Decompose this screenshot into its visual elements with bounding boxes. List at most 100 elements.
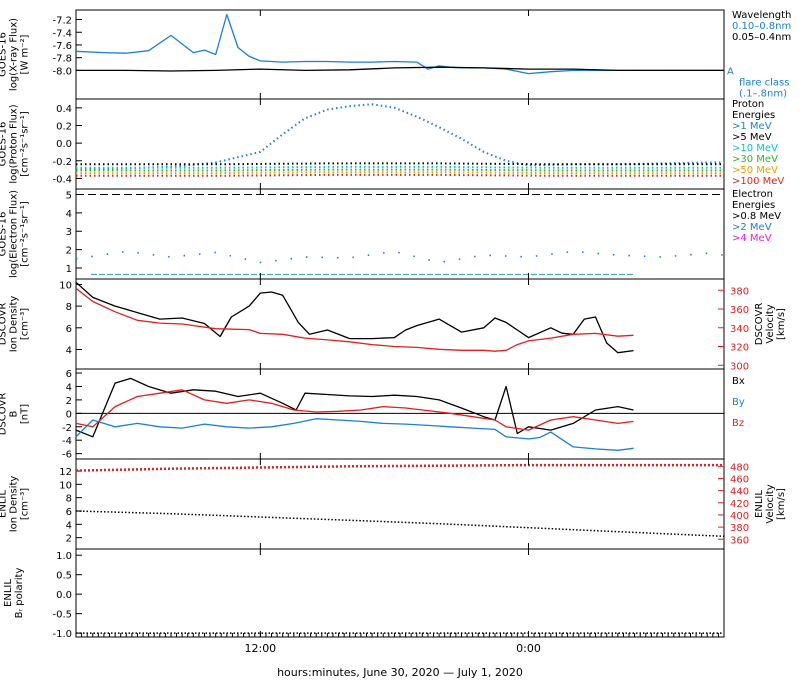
- y-axis-label-line: log(Electron Flux): [9, 190, 20, 278]
- y-tick-label: 2: [66, 534, 72, 545]
- y-right-tick-label: 440: [730, 487, 749, 498]
- y-axis-label: DSCOVRIon Density[cm⁻³]: [0, 296, 31, 353]
- y-right-tick-label: 380: [730, 523, 749, 534]
- flare-class-label: (.1–.8nm): [739, 88, 787, 99]
- y-tick-label: -0.2: [52, 157, 72, 168]
- series-velocity: [75, 287, 634, 352]
- y-axis-label-line: ENLIL: [3, 579, 14, 607]
- series--50-mev: [76, 171, 724, 175]
- y-tick-label: -1.0: [52, 629, 72, 640]
- series-bz: [75, 389, 634, 431]
- legend-entry: 0.10–0.8nm: [732, 21, 791, 32]
- y-right-axis-label-line: Velocity: [765, 304, 776, 343]
- legend-entry: Energies: [732, 110, 775, 121]
- y-tick-label: 10: [59, 480, 72, 491]
- y-tick-label: 8: [66, 494, 72, 505]
- y-tick-label: -2: [62, 423, 72, 434]
- panel-frame: [75, 368, 725, 460]
- series--100-mev: [76, 173, 724, 177]
- legend-entry: >100 MeV: [732, 176, 784, 187]
- panel-proton: 0.4 0.2 0.0 -0.2 -0.4 GOES-16log(Proton Flux)…: [0, 98, 784, 190]
- legend-entry: >10 MeV: [732, 143, 778, 154]
- y-tick-label: 6: [66, 324, 72, 335]
- y-axis-label-line: [cm⁻³]: [20, 488, 31, 520]
- y-right-axis-label-line: Velocity: [765, 484, 776, 523]
- y-axis-label-line: [cm⁻³]: [20, 308, 31, 340]
- y-axis-label-line: DSCOVR: [0, 303, 9, 346]
- y-tick-label: -7.6: [52, 41, 72, 52]
- y-tick-label: 0: [66, 409, 72, 420]
- x-tick-label: 0:00: [516, 642, 541, 655]
- series--2-mev: [75, 250, 725, 264]
- y-tick-label: 2: [66, 396, 72, 407]
- legend-entry: >0.8 MeV: [732, 211, 781, 222]
- y-axis-label: GOES-16log(Proton Flux)[cm⁻²s⁻¹sr⁻¹]: [0, 104, 31, 183]
- y-right-axis-label: ENLILVelocity[km/s]: [754, 484, 787, 523]
- panel-frame: [75, 188, 725, 280]
- series-density: [75, 281, 634, 354]
- y-axis-label-line: GOES-16: [0, 212, 9, 257]
- legend-entry: Proton: [732, 99, 764, 110]
- legend-entry: >5 MeV: [732, 132, 772, 143]
- y-tick-label: 12: [59, 467, 72, 478]
- legend-entry: By: [732, 397, 745, 408]
- series-bx: [75, 377, 634, 438]
- y-tick-label: 4: [66, 345, 72, 356]
- y-tick-label: -7.2: [52, 16, 72, 27]
- y-right-tick-label: 300: [730, 361, 749, 372]
- panel-electron: 5 4 3 2 1 GOES-16log(Electron Flux)[cm⁻²s⁻¹sr…: [0, 188, 781, 280]
- legend-entry: >2 MeV: [732, 222, 772, 233]
- y-axis-label-line: Bᵣ polarity: [14, 568, 25, 619]
- y-axis-label-line: ENLIL: [0, 490, 9, 518]
- y-tick-label: 0.0: [56, 139, 72, 150]
- legend-dscovr_b: Bx By Bz: [732, 376, 745, 429]
- y-axis-label: ENLILBᵣ polarity: [3, 568, 25, 619]
- y-tick-label: 4: [66, 382, 72, 393]
- y-axis-label-line: GOES-16: [0, 32, 9, 77]
- y-axis-label-line: log(Proton Flux): [9, 104, 20, 183]
- y-right-tick-label: 360: [730, 305, 749, 316]
- y-axis-label-line: [cm⁻²s⁻¹sr⁻¹]: [20, 111, 31, 177]
- y-tick-label: 0.2: [56, 121, 72, 132]
- legend-entry: Wavelength: [732, 10, 791, 21]
- y-tick-label: -0.4: [52, 174, 72, 185]
- y-axis-label: GOES-16log(X-ray Flux)[W m⁻²]: [0, 18, 31, 91]
- series--5-mev: [76, 162, 724, 166]
- y-axis-label-line: DSCOVR: [0, 393, 9, 436]
- y-axis-label-line: Ion Density: [9, 476, 20, 533]
- y-tick-label: 0.5: [56, 571, 72, 582]
- y-right-axis-label: DSCOVRVelocity[km/s]: [754, 303, 787, 346]
- y-axis-label-line: Ion Density: [9, 296, 20, 353]
- legend-entry: >50 MeV: [732, 165, 778, 176]
- y-tick-label: 10: [59, 280, 72, 291]
- series--30-mev: [76, 168, 724, 172]
- y-tick-label: 8: [66, 302, 72, 313]
- y-tick-label: -8.0: [52, 66, 72, 77]
- y-right-tick-label: 360: [730, 535, 749, 546]
- panel-frame: [75, 9, 725, 100]
- series-density: [75, 510, 725, 538]
- y-tick-label: 3: [66, 227, 72, 238]
- series-velocity: [75, 463, 724, 472]
- series-0-05-0-4nm: [76, 66, 724, 72]
- y-tick-label: 2: [66, 246, 72, 257]
- y-right-axis-label-line: ENLIL: [754, 490, 765, 518]
- y-right-tick-label: 400: [730, 511, 749, 522]
- series--10-mev: [76, 165, 724, 169]
- flare-class-label: flare class: [739, 77, 789, 88]
- panel-enlil_polarity: 1.0 0.5 0.0 -0.5 -1.0 ENLILBᵣ polarity: [3, 548, 725, 640]
- legend-entry: >4 MeV: [732, 233, 772, 244]
- y-right-tick-label: 320: [730, 343, 749, 354]
- y-right-tick-label: 460: [730, 474, 749, 485]
- y-tick-label: -7.4: [52, 28, 72, 39]
- legend-entry: Electron: [732, 189, 773, 200]
- flare-class-marker: A: [727, 66, 734, 77]
- y-tick-label: -6: [62, 450, 72, 461]
- y-axis-label-line: log(X-ray Flux): [9, 18, 20, 91]
- y-tick-label: -4: [62, 436, 72, 447]
- time-axis: 12:00 0:00: [75, 633, 725, 655]
